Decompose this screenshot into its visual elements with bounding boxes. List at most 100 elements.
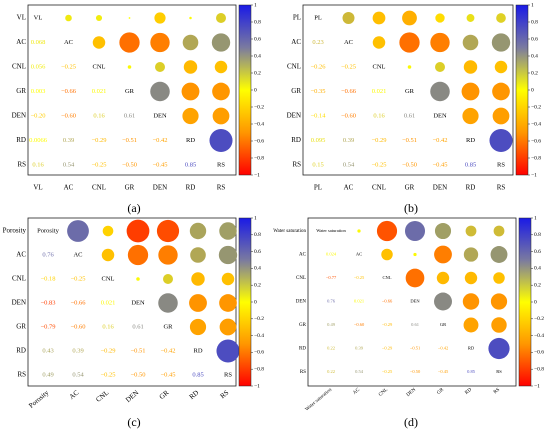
colorbar-tick-label: −1: [254, 383, 260, 389]
diagonal-label: RD: [186, 137, 195, 144]
column-label: RS: [217, 184, 226, 192]
colorbar-tick-label: 0.6: [534, 249, 541, 255]
colorbar-tick-label: 0.4: [254, 266, 261, 272]
correlation-circle: [163, 274, 173, 284]
correlation-value-label: −0.29: [100, 347, 115, 354]
row-label: CNL: [12, 63, 26, 71]
colorbar-tick-label: 0.6: [254, 249, 261, 255]
correlation-circle: [462, 293, 480, 310]
correlation-circle: [221, 272, 235, 286]
correlation-value-label: 0.61: [411, 322, 419, 327]
correlation-circle: [492, 82, 510, 101]
row-label: GR: [16, 87, 26, 95]
colorbar-tick-label: 0.4: [531, 53, 538, 59]
diagonal-label: CNL: [93, 63, 106, 70]
colorbar-tick-label: −0.4: [534, 333, 544, 339]
correlation-circle: [488, 337, 510, 360]
correlation-value-label: 0.54: [72, 371, 84, 378]
correlation-value-label: −0.51: [402, 137, 417, 144]
correlation-value-label: −0.25: [354, 275, 365, 280]
correlation-value-label: −0.25: [371, 161, 386, 168]
colorbar-tick-label: 0.8: [531, 19, 538, 25]
correlation-value-label: 0.85: [465, 161, 476, 168]
diagonal-label: AC: [73, 251, 82, 258]
correlation-circle: [465, 225, 477, 237]
correlation-circle: [189, 222, 207, 240]
correlation-circle: [158, 245, 178, 265]
correlation-circle: [191, 272, 205, 286]
correlation-value-label: 0.85: [467, 369, 476, 374]
correlation-circle: [126, 219, 150, 243]
correlation-value-label: −0.50: [402, 161, 417, 168]
colorbar-tick-label: −0.2: [254, 316, 264, 322]
colorbar-tick-label: 0.8: [254, 232, 261, 238]
row-label: AC: [16, 38, 26, 46]
correlation-value-label: 0.61: [132, 323, 143, 330]
colorbar-tick-label: 0.4: [254, 53, 261, 59]
correlation-circle: [219, 318, 237, 336]
column-label: AC: [64, 184, 74, 192]
colorbar-tick-label: −0.8: [254, 366, 264, 372]
correlation-value-label: −0.29: [371, 137, 386, 144]
diagonal-label: RS: [496, 369, 502, 374]
correlation-value-label: 0.43: [42, 347, 53, 354]
correlation-value-label: −0.51: [130, 347, 145, 354]
column-label: DEN: [153, 184, 167, 192]
colorbar-tick-label: −0.2: [531, 104, 541, 110]
correlation-value-label: −0.42: [152, 137, 167, 144]
correlation-value-label: −0.45: [160, 371, 175, 378]
correlation-circle: [463, 60, 478, 74]
column-label: RS: [497, 184, 506, 192]
diagonal-label: AC: [356, 252, 362, 257]
column-label: VL: [33, 184, 42, 192]
correlation-value-label: 0.39: [63, 137, 74, 144]
correlation-circle: [219, 222, 237, 240]
correlation-circle: [181, 82, 200, 101]
correlation-value-label: −0.29: [91, 137, 106, 144]
diagonal-label: RD: [468, 346, 475, 351]
colorbar-tick-label: −0.6: [254, 138, 264, 144]
correlation-circle: [399, 32, 420, 53]
column-label: GR: [125, 184, 135, 192]
correlation-value-label: −0.29: [382, 346, 393, 351]
correlation-circle: [461, 82, 480, 101]
colorbar-tick-label: −1: [531, 172, 537, 178]
row-label: DEN: [12, 112, 26, 120]
row-label: RS: [292, 161, 301, 169]
colorbar-tick-label: 0.2: [531, 70, 538, 76]
correlation-value-label: 0.76: [42, 251, 54, 258]
correlation-value-label: 0.49: [327, 322, 336, 327]
diagonal-label: DEN: [153, 112, 167, 119]
correlation-circle: [101, 248, 115, 262]
colorbar-tick-label: 1: [254, 2, 257, 8]
correlation-value-label: 0.39: [343, 137, 354, 144]
diagonal-label: DEN: [410, 299, 420, 304]
correlation-circle: [435, 62, 445, 72]
correlation-value-label: 0.22: [327, 369, 335, 374]
diagonal-label: RS: [217, 161, 225, 168]
colorbar-tick-label: −0.2: [534, 316, 544, 322]
correlation-circle: [466, 14, 475, 22]
colorbar-tick-label: 0.4: [534, 266, 541, 272]
correlation-circle: [212, 82, 230, 101]
correlation-circle: [490, 246, 508, 263]
correlation-circle: [462, 107, 479, 125]
column-label: RD: [464, 387, 473, 396]
correlation-value-label: 0.16: [93, 112, 105, 119]
correlation-circle: [190, 247, 206, 263]
row-label: AC: [16, 251, 26, 259]
diagonal-label: RD: [466, 137, 475, 144]
column-label: RD: [466, 184, 476, 192]
column-label: RD: [188, 389, 201, 401]
subfigure-label: (a): [127, 201, 140, 215]
correlation-value-label: 0.16: [102, 323, 114, 330]
correlation-value-label: −0.79: [40, 323, 55, 330]
row-label: RD: [291, 136, 301, 144]
correlation-value-label: 0.003: [31, 88, 46, 95]
colorbar-tick-label: −0.2: [254, 104, 264, 110]
correlation-value-label: −0.35: [310, 88, 325, 95]
row-label: CNL: [12, 275, 26, 283]
correlation-value-label: −0.42: [432, 137, 447, 144]
correlation-circle: [211, 33, 231, 52]
row-label: RD: [299, 347, 306, 352]
